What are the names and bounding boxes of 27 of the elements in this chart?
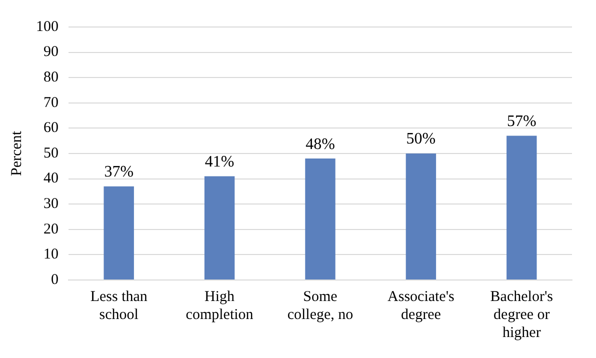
x-tick-label: High completion bbox=[186, 288, 254, 323]
y-tick-label: 90 bbox=[44, 44, 58, 60]
y-tick-label: 0 bbox=[51, 272, 58, 288]
bar bbox=[506, 136, 537, 280]
x-tick-label: Some college, no bbox=[287, 288, 354, 323]
bar bbox=[204, 176, 235, 280]
x-tick-label: Associate's degree bbox=[388, 288, 455, 323]
data-label: 37% bbox=[104, 164, 134, 181]
y-tick-label: 10 bbox=[44, 246, 58, 263]
y-tick-label: 60 bbox=[44, 120, 58, 136]
y-tick-label: 40 bbox=[44, 170, 58, 187]
data-label: 48% bbox=[306, 136, 335, 153]
bar bbox=[305, 158, 336, 280]
x-tick-label: Bachelor's degree or higher bbox=[490, 288, 554, 341]
y-tick-label: 80 bbox=[44, 70, 58, 86]
y-tick-label: 50 bbox=[44, 145, 58, 162]
y-tick-label: 30 bbox=[44, 196, 58, 212]
bar bbox=[406, 154, 436, 280]
x-tick-label: Less than school bbox=[90, 288, 148, 323]
y-tick-label: 20 bbox=[44, 221, 58, 238]
y-tick-label: 100 bbox=[36, 18, 58, 35]
y-tick-label: 70 bbox=[44, 94, 58, 111]
bar bbox=[104, 186, 134, 280]
data-label: 41% bbox=[204, 153, 234, 170]
data-label: 57% bbox=[506, 112, 536, 130]
y-axis-title: Percent bbox=[8, 130, 25, 176]
data-label: 50% bbox=[406, 130, 436, 148]
